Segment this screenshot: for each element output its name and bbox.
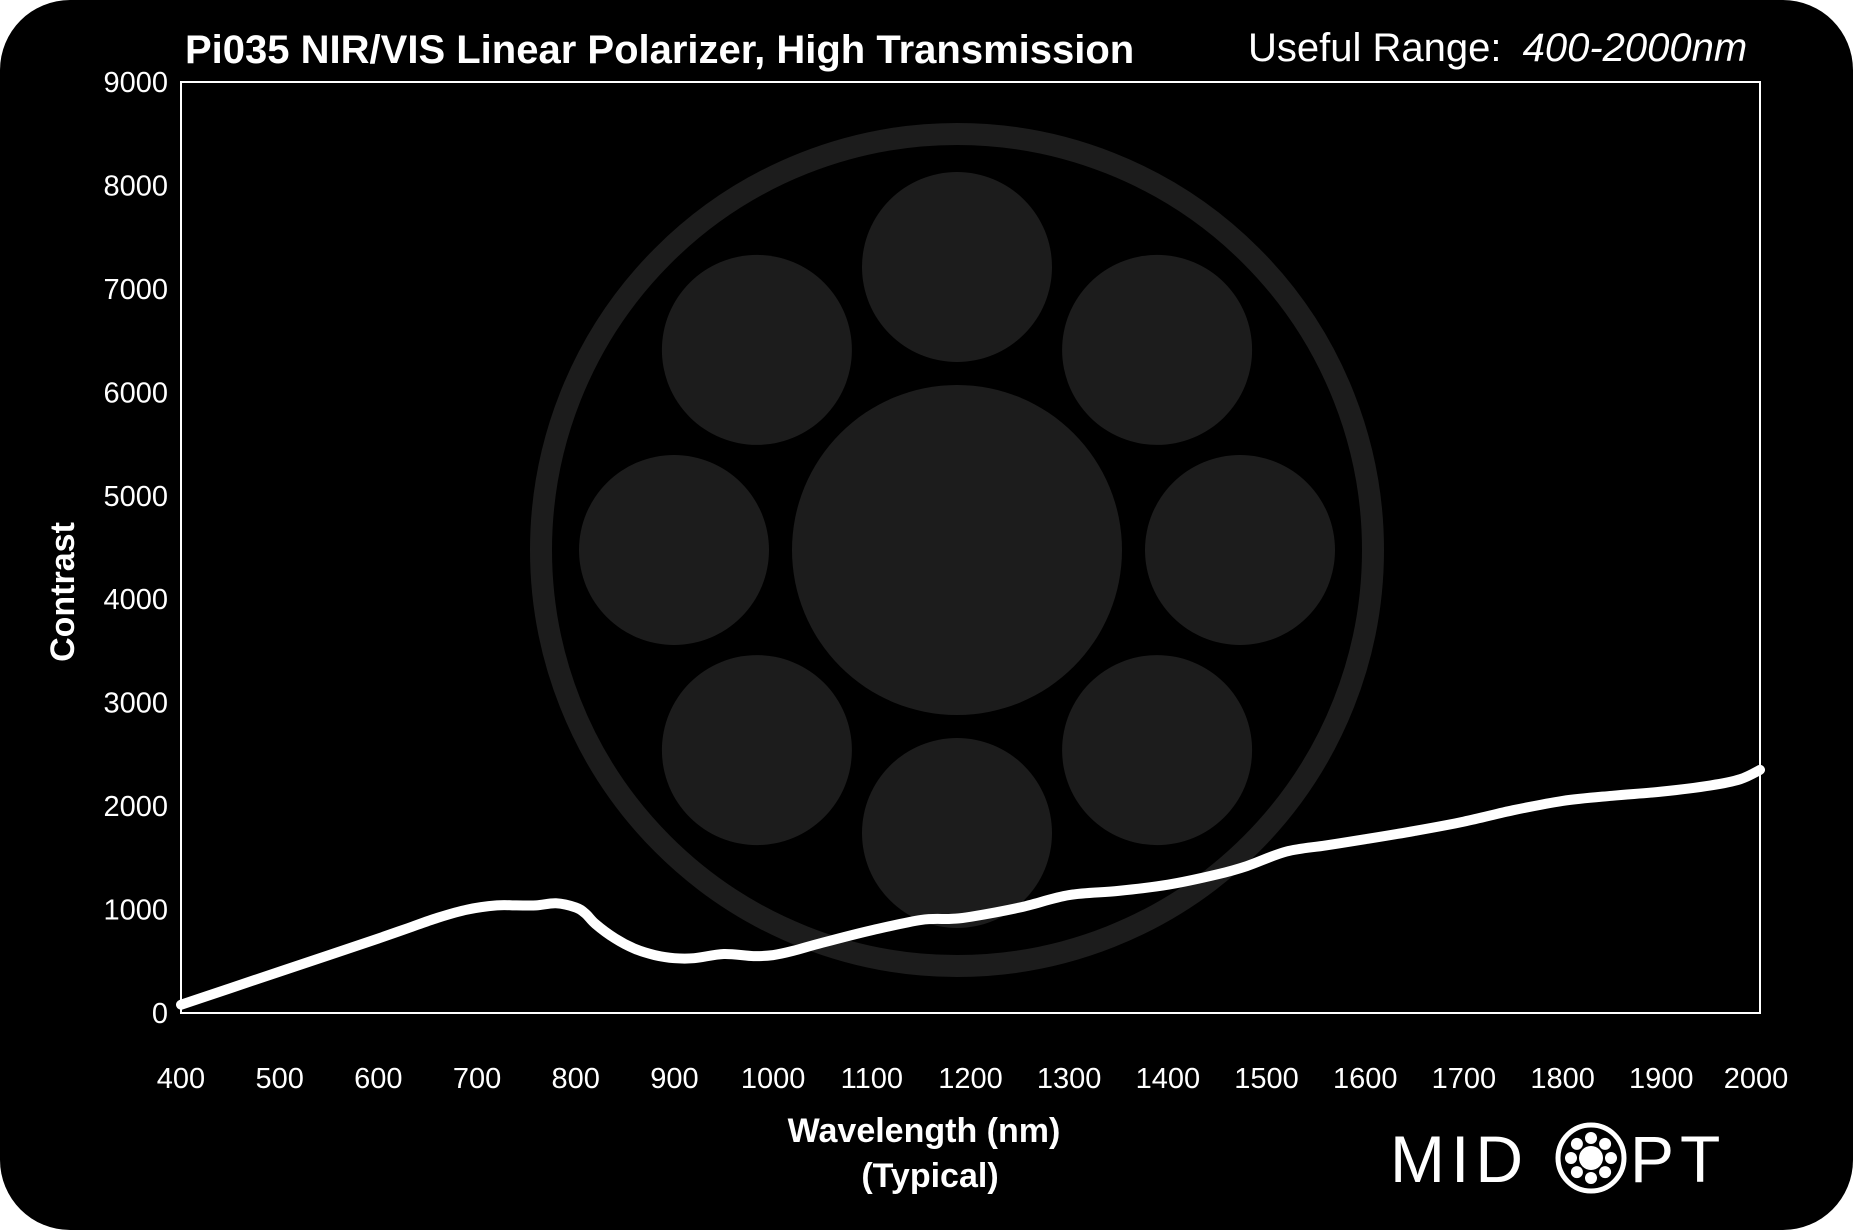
x-axis-label: Wavelength (nm)	[788, 1112, 1061, 1150]
logo-orbit-dot	[1585, 1132, 1597, 1144]
chart-title: Pi035 NIR/VIS Linear Polarizer, High Tra…	[185, 28, 1134, 72]
y-tick-label: 9000	[103, 67, 168, 99]
x-axis-ticks: 400 500 600 700 800 900 1000 1100 1200 1300 1400 15…	[157, 1063, 1788, 1095]
y-axis-ticks: 0 1000 2000 3000 4000 5000 6000 7000 8000 9000	[103, 67, 168, 1030]
x-tick-label: 800	[552, 1063, 600, 1095]
y-tick-label: 6000	[103, 377, 168, 409]
watermark-orbit-circle	[661, 655, 852, 846]
y-tick-label: 2000	[103, 791, 168, 823]
watermark-orbit-circle	[661, 254, 852, 445]
x-tick-label: 1600	[1333, 1063, 1398, 1095]
y-tick-label: 5000	[103, 481, 168, 513]
watermark-orbit-circle	[1062, 254, 1253, 445]
x-axis-sublabel: (Typical)	[861, 1157, 998, 1195]
y-tick-label: 4000	[103, 584, 168, 616]
logo-orbit-dot	[1570, 1137, 1583, 1150]
useful-range: Useful Range: 400-2000nm	[1248, 26, 1747, 70]
watermark-orbit-circle	[1062, 655, 1253, 846]
logo-o-mark	[1555, 1122, 1627, 1194]
watermark-logo	[530, 123, 1384, 977]
logo-orbit-dot	[1599, 1166, 1612, 1179]
watermark-orbit-circle	[862, 172, 1052, 362]
logo-center-dot	[1579, 1146, 1603, 1170]
y-tick-label: 0	[152, 998, 168, 1030]
y-tick-label: 8000	[103, 170, 168, 202]
x-tick-label: 400	[157, 1063, 205, 1095]
x-tick-label: 1800	[1530, 1063, 1595, 1095]
plot-frame	[180, 81, 1761, 1014]
x-tick-label: 1300	[1037, 1063, 1102, 1095]
x-tick-label: 1900	[1629, 1063, 1694, 1095]
watermark-orbit-circle	[1145, 455, 1335, 645]
y-tick-label: 1000	[103, 895, 168, 927]
y-tick-label: 7000	[103, 274, 168, 306]
useful-range-value: 400-2000nm	[1523, 26, 1748, 70]
logo-orbit-dot	[1570, 1166, 1583, 1179]
x-tick-label: 1200	[938, 1063, 1003, 1095]
useful-range-label: Useful Range:	[1248, 26, 1501, 70]
x-tick-label: 2000	[1724, 1063, 1789, 1095]
watermark-orbit-circle	[579, 455, 769, 645]
watermark-center-circle	[792, 385, 1122, 715]
y-axis-label: Contrast	[44, 522, 82, 662]
x-tick-label: 700	[453, 1063, 501, 1095]
logo-orbit-dot	[1599, 1137, 1612, 1150]
x-tick-label: 1000	[741, 1063, 806, 1095]
watermark-ring	[530, 123, 1384, 977]
logo-text-right: PT	[1630, 1122, 1726, 1196]
logo-orbit-dot	[1585, 1172, 1597, 1184]
logo-orbit-dot	[1605, 1152, 1617, 1164]
x-tick-label: 600	[354, 1063, 402, 1095]
logo-text-left: MID	[1390, 1122, 1529, 1196]
x-tick-label: 1400	[1136, 1063, 1201, 1095]
x-tick-label: 1700	[1432, 1063, 1497, 1095]
watermark-orbit-circle	[862, 738, 1052, 928]
logo-orbit-dot	[1565, 1152, 1577, 1164]
contrast-series-line	[176, 764, 1765, 1010]
midopt-logo: MID PT	[1390, 1122, 1726, 1196]
logo-ring	[1555, 1122, 1627, 1194]
y-tick-label: 3000	[103, 688, 168, 720]
x-tick-label: 900	[650, 1063, 698, 1095]
x-tick-label: 500	[255, 1063, 303, 1095]
x-tick-label: 1500	[1234, 1063, 1299, 1095]
x-tick-label: 1100	[841, 1063, 903, 1095]
